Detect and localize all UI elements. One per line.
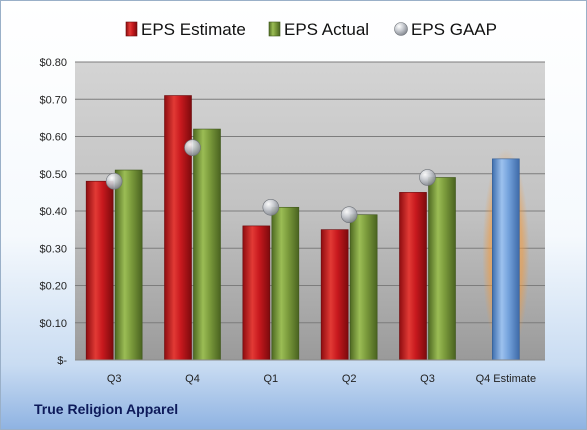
eps-estimate-bar xyxy=(242,225,271,361)
legend-eps-gaap-swatch xyxy=(394,22,408,36)
y-tick-label: $0.40 xyxy=(39,206,67,218)
x-tick-label: Q1 xyxy=(263,373,278,385)
x-tick-label: Q3 xyxy=(107,373,122,385)
legend-eps-estimate-swatch xyxy=(125,21,138,37)
legend-eps-actual-swatch xyxy=(268,21,281,37)
eps-gaap-point xyxy=(105,172,123,190)
x-tick-label: Q4 Estimate xyxy=(476,373,537,385)
eps-actual-bar xyxy=(114,169,143,361)
eps-estimate-bar xyxy=(164,95,192,361)
company-name: True Religion Apparel xyxy=(34,401,179,417)
y-tick-label: $0.70 xyxy=(39,94,67,106)
x-tick-label: Q3 xyxy=(420,373,435,385)
legend-eps-actual-label: EPS Actual xyxy=(284,20,369,39)
eps-estimate-bar xyxy=(320,229,349,361)
x-tick-label: Q2 xyxy=(342,373,357,385)
y-tick-label: $0.20 xyxy=(39,281,67,293)
eps-gaap-point xyxy=(184,139,201,156)
y-tick-label: $- xyxy=(57,355,67,367)
eps-gaap-point xyxy=(262,198,280,216)
y-tick-label: $0.50 xyxy=(39,169,67,181)
eps-actual-bar xyxy=(193,128,221,361)
q4-estimate-bar xyxy=(492,158,520,361)
y-tick-label: $0.80 xyxy=(39,57,67,69)
eps-actual-bar xyxy=(349,214,378,361)
legend-eps-gaap-label: EPS GAAP xyxy=(411,20,497,39)
eps-actual-bar xyxy=(271,206,300,361)
y-tick-label: $0.30 xyxy=(39,243,67,255)
x-tick-label: Q4 xyxy=(185,373,200,385)
eps-estimate-bar xyxy=(85,180,114,361)
legend-eps-estimate-label: EPS Estimate xyxy=(141,20,246,39)
eps-actual-bar xyxy=(428,177,456,361)
eps-estimate-bar xyxy=(399,192,427,361)
y-tick-label: $0.60 xyxy=(39,132,67,144)
eps-gaap-point xyxy=(340,206,358,224)
eps-gaap-point xyxy=(419,169,436,186)
y-tick-label: $0.10 xyxy=(39,318,67,330)
